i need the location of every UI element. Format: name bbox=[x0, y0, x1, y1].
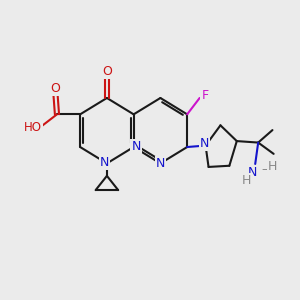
Text: F: F bbox=[201, 88, 208, 101]
Text: O: O bbox=[103, 65, 112, 78]
Text: HO: HO bbox=[24, 121, 42, 134]
Text: N: N bbox=[248, 166, 257, 179]
Text: N: N bbox=[100, 156, 109, 169]
Text: H: H bbox=[242, 174, 252, 187]
Text: N: N bbox=[131, 140, 141, 153]
Text: O: O bbox=[50, 82, 60, 95]
Text: N: N bbox=[200, 137, 209, 150]
Text: H: H bbox=[268, 160, 277, 173]
Text: N: N bbox=[156, 157, 165, 170]
Text: –: – bbox=[261, 164, 267, 176]
